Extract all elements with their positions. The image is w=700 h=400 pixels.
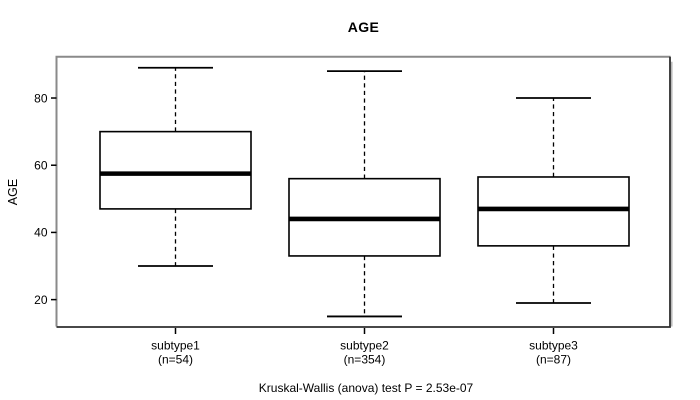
chart-title: AGE	[347, 19, 380, 35]
y-tick-label: 60	[34, 159, 48, 173]
category-label: subtype3	[529, 339, 578, 353]
iqr-box-subtype3	[477, 176, 630, 247]
plot-frame-bottom-right	[56, 56, 671, 328]
category-label: subtype2	[340, 339, 389, 353]
category-count-label: (n=87)	[536, 353, 571, 367]
category-count-label: (n=354)	[344, 353, 386, 367]
plot-frame-top-left	[55, 55, 671, 327]
iqr-box-subtype1	[99, 130, 252, 210]
category-label: subtype1	[151, 339, 200, 353]
y-tick-label: 40	[34, 226, 48, 240]
y-tick-label: 80	[34, 91, 48, 105]
category-count-label: (n=54)	[158, 353, 193, 367]
stat-test-caption: Kruskal-Wallis (anova) test P = 2.53e-07	[258, 381, 474, 395]
y-tick-label: 20	[34, 293, 48, 307]
